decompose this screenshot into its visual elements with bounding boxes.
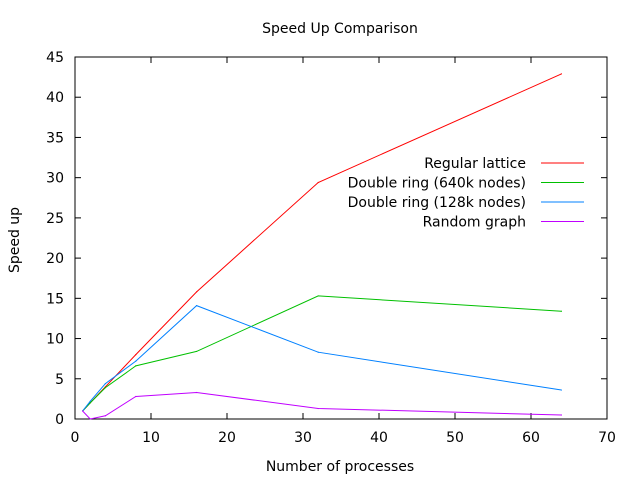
y-tick-label: 25 [46, 211, 64, 227]
data-point-random-graph [104, 415, 106, 417]
data-point-double-ring-640k-nodes [135, 365, 137, 367]
data-point-regular-lattice [135, 354, 137, 356]
legend-label-regular-lattice: Regular lattice [424, 156, 526, 172]
plot-border [74, 56, 608, 420]
x-tick-label: 60 [522, 430, 540, 446]
data-point-double-ring-640k-nodes [104, 387, 106, 389]
series-line-random-graph [82, 391, 562, 420]
x-axis-label: Number of processes [266, 459, 414, 475]
y-tick-label: 40 [46, 90, 64, 106]
data-point-random-graph [317, 407, 319, 410]
y-tick-label: 45 [46, 50, 64, 66]
legend-label-double-ring-640k-nodes: Double ring (640k nodes) [348, 176, 526, 192]
y-tick-label: 20 [46, 251, 64, 267]
series-line-double-ring-640k-nodes [82, 295, 562, 412]
data-point-random-graph [82, 410, 84, 412]
data-point-double-ring-128k-nodes [317, 351, 319, 353]
data-point-random-graph [196, 391, 198, 394]
x-tick-label: 30 [294, 430, 312, 446]
series-group [82, 73, 563, 420]
data-point-double-ring-128k-nodes [135, 360, 137, 362]
x-tick-label: 10 [142, 430, 160, 446]
data-point-double-ring-128k-nodes [104, 383, 106, 385]
data-point-double-ring-128k-nodes [196, 304, 198, 307]
y-axis-label: Speed up [7, 207, 23, 273]
legend-label-random-graph: Random graph [423, 215, 526, 231]
y-tick-label: 35 [46, 130, 64, 146]
x-tick-label: 50 [446, 430, 464, 446]
y-tick-label: 10 [46, 332, 64, 348]
data-point-double-ring-640k-nodes [89, 402, 91, 404]
data-point-regular-lattice [560, 73, 563, 75]
data-point-double-ring-128k-nodes [89, 400, 91, 402]
y-tick-label: 30 [46, 171, 64, 187]
x-tick-label: 0 [71, 430, 80, 446]
data-point-random-graph [89, 418, 91, 420]
y-tick-label: 5 [55, 372, 64, 388]
data-point-double-ring-640k-nodes [317, 295, 319, 297]
x-axis: 0 10 20 30 40 50 60 70 [71, 57, 616, 446]
data-point-double-ring-128k-nodes [560, 389, 563, 391]
x-tick-label: 40 [370, 430, 388, 446]
data-point-random-graph [135, 395, 137, 398]
data-point-double-ring-640k-nodes [560, 310, 563, 312]
x-tick-label: 20 [218, 430, 236, 446]
y-tick-label: 0 [55, 412, 64, 428]
y-axis: 0 5 10 15 20 25 30 35 40 45 [46, 50, 607, 428]
legend: Regular lattice Double ring (640k nodes) D… [348, 156, 584, 231]
data-point-regular-lattice [196, 291, 198, 293]
legend-label-double-ring-128k-nodes: Double ring (128k nodes) [348, 195, 526, 211]
data-point-random-graph [560, 414, 563, 416]
data-point-double-ring-640k-nodes [196, 350, 198, 353]
plot-area [74, 56, 608, 420]
y-tick-label: 15 [46, 291, 64, 307]
x-tick-label: 70 [598, 430, 616, 446]
chart-title: Speed Up Comparison [262, 21, 418, 37]
data-point-regular-lattice [317, 181, 319, 184]
series-line-regular-lattice [82, 73, 562, 412]
